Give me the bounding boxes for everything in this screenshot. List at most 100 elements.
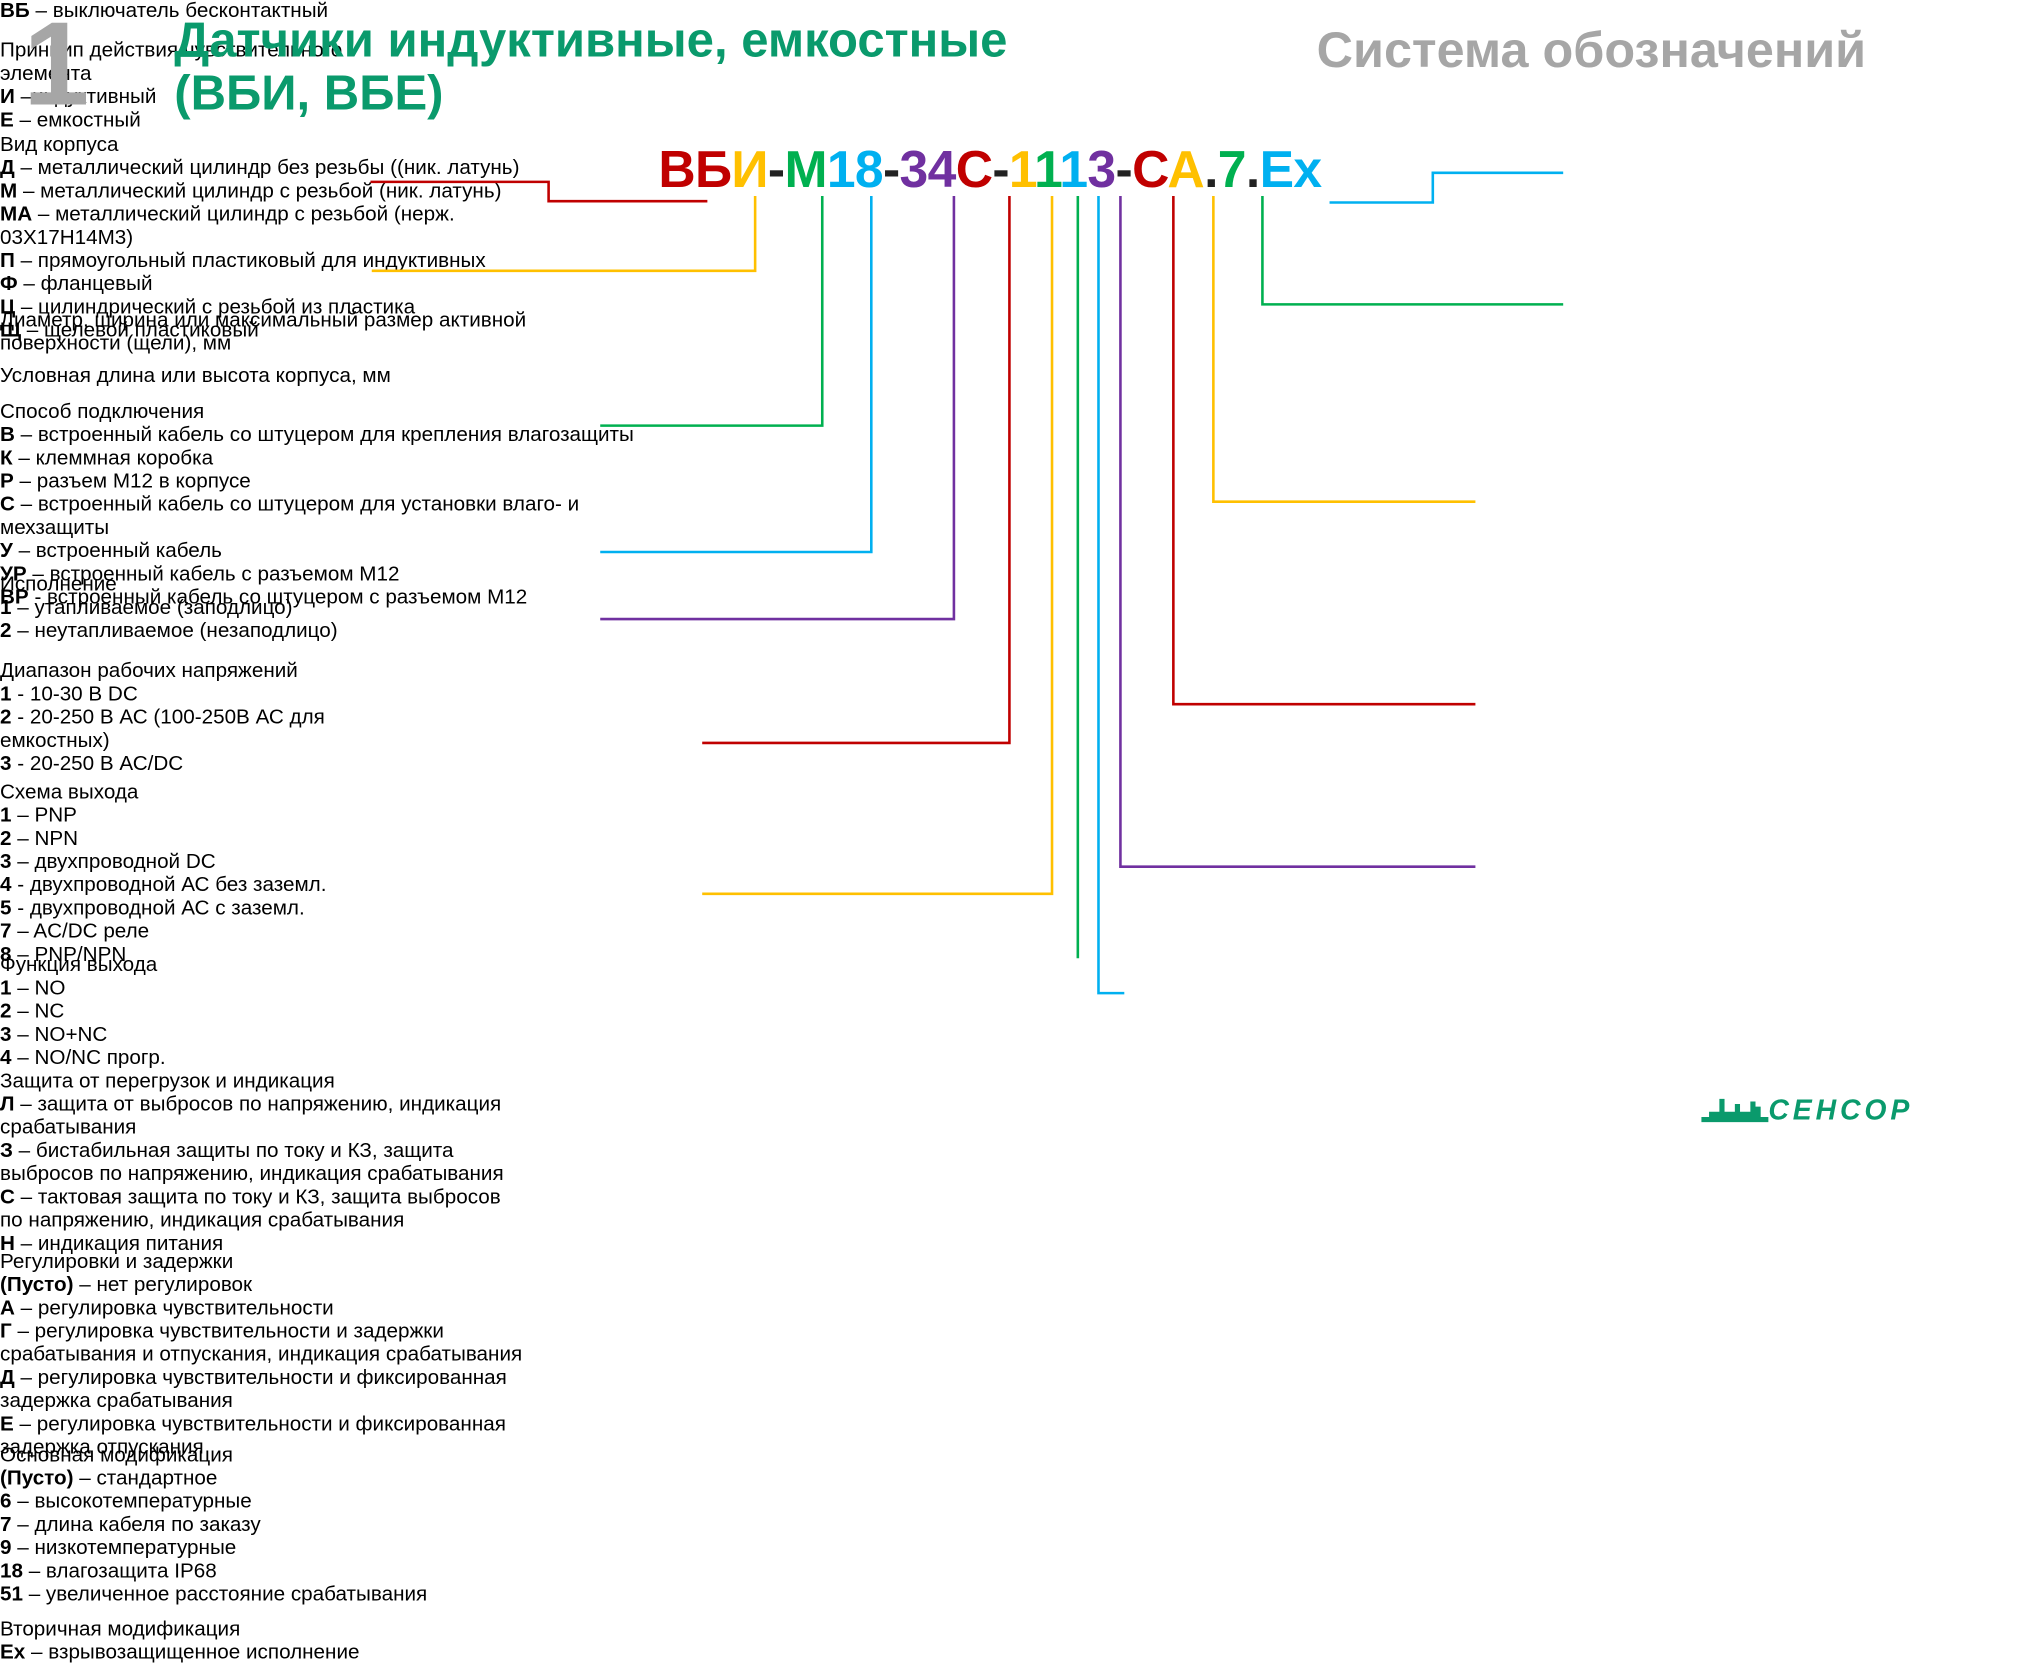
box-item: Ц – цилиндрический с резьбой из пластика: [0, 297, 576, 320]
item-text: – NO+NC: [11, 1024, 108, 1047]
item-key: И: [0, 86, 15, 109]
connector: [1097, 196, 1125, 995]
legend-box: Вид корпуса Д – металлический цилиндр без…: [0, 134, 576, 342]
item-text: – двухпроводной DC: [11, 851, 216, 874]
item-text: – регулировка чувствительности: [14, 1297, 334, 1320]
item-key: 3: [0, 1024, 12, 1047]
box-title: Вид корпуса: [0, 134, 119, 157]
item-text: – нет регулировок: [73, 1274, 253, 1297]
item-key: ВБ: [0, 0, 30, 22]
item-text: – встроенный кабель со штуцером для креп…: [14, 424, 634, 447]
box-title: Основная модификация: [0, 1444, 233, 1467]
box-item: Ex – взрывозащищенное исполнение: [0, 1642, 440, 1665]
box-item: (Пусто) – стандартное: [0, 1468, 440, 1491]
item-key: У: [0, 540, 13, 563]
box-title: Регулировки и задержки: [0, 1251, 234, 1274]
item-key: (Пусто): [0, 1467, 74, 1490]
box-item: 2 – NPN: [0, 828, 341, 851]
legend-box: Диапазон рабочих напряжений 1 - 10-30 В D…: [0, 660, 422, 781]
item-text: – металлический цилиндр без резьбы ((ник…: [14, 157, 520, 180]
item-key: З: [0, 1140, 13, 1163]
box-item: С – тактовая защита по току и КЗ, защита…: [0, 1187, 528, 1233]
item-text: – NO/NC прогр.: [11, 1047, 166, 1070]
box-item: 7 – длина кабеля по заказу: [0, 1514, 440, 1537]
item-key: Л: [0, 1093, 15, 1116]
item-text: – NO: [11, 977, 66, 1000]
item-key: Е: [0, 1413, 14, 1436]
code-segment: 1: [1008, 141, 1035, 199]
box-item: Д – регулировка чувствительности и фикси…: [0, 1367, 528, 1413]
legend-box: Регулировки и задержки (Пусто) – нет регу…: [0, 1251, 528, 1459]
code-segment: 3: [1087, 141, 1116, 199]
connector: [1172, 196, 1476, 706]
code-segment: -: [767, 141, 785, 199]
item-key: 4: [0, 874, 12, 897]
item-key: В: [0, 424, 15, 447]
code-segment: С: [955, 141, 993, 199]
legend-box: Основная модификация (Пусто) – стандартно…: [0, 1445, 440, 1619]
box-item: В – встроенный кабель со штуцером для кр…: [0, 424, 678, 447]
box-item: А – регулировка чувствительности: [0, 1298, 528, 1321]
box-item: К – клеммная коробка: [0, 448, 678, 471]
legend-box: Способ подключения В – встроенный кабель …: [0, 401, 678, 609]
item-key: М: [0, 180, 18, 203]
box-title: Схема выхода: [0, 781, 139, 804]
code-segment: -: [882, 141, 900, 199]
item-text: – клеммная коробка: [12, 447, 214, 470]
box-item: 6 – высокотемпературные: [0, 1491, 440, 1514]
item-text: – тактовая защита по току и КЗ, защита в…: [0, 1186, 501, 1232]
code-segment: И: [731, 141, 768, 199]
item-text: – регулировка чувствительности и задержк…: [0, 1320, 523, 1366]
legend-box: Диаметр, ширина или максимальный размер …: [0, 310, 576, 365]
code-segment: 18: [826, 141, 884, 199]
item-text: - встроенный кабель со штуцером с разъем…: [28, 586, 528, 609]
box-item: 9 – низкотемпературные: [0, 1537, 440, 1560]
box-item: ВР - встроенный кабель со штуцером с раз…: [0, 587, 678, 610]
code-segment: -: [1115, 141, 1133, 199]
legend-box: Принцип действия чувствительного элемент…: [0, 40, 347, 134]
logo-text: СЕНСОР: [1768, 1093, 1914, 1126]
item-key: Д: [0, 157, 15, 180]
item-text: – NC: [11, 1000, 65, 1023]
item-text: – неутапливаемое (незаподлицо): [11, 620, 338, 643]
box-item: П – прямоугольный пластиковый для индукт…: [0, 250, 576, 273]
item-key: 51: [0, 1583, 23, 1606]
box-item: (Пусто) – нет регулировок: [0, 1274, 528, 1297]
item-text: – встроенный кабель с разъемом М12: [26, 563, 400, 586]
box-item: 51 – увеличенное расстояние срабатывания: [0, 1584, 440, 1607]
item-text: – AC/DC реле: [11, 920, 150, 943]
box-item: МА – металлический цилиндр с резьбой (не…: [0, 204, 576, 250]
designation-code: ВБИ-М18-34С-1113-СА.7.Ex: [658, 141, 1323, 200]
box-item: 7 – AC/DC реле: [0, 921, 341, 944]
box-item: 5 - двухпроводной АС с заземл.: [0, 898, 341, 921]
item-text: – металлический цилиндр с резьбой (нерж.…: [0, 203, 455, 249]
item-text: – высокотемпературные: [11, 1490, 252, 1513]
item-key: С: [0, 493, 15, 516]
item-text: - 10-30 В DC: [11, 683, 138, 706]
item-text: - 20-250 В АС (100-250В АС для емкостных…: [0, 706, 325, 752]
item-key: ВР: [0, 586, 29, 609]
item-key: К: [0, 447, 13, 470]
subtitle: Система обозначений: [1316, 23, 1867, 79]
box-item: 1 – утапливаемое (заподлицо): [0, 597, 678, 620]
item-text: – встроенный кабель: [12, 540, 222, 563]
connectors: [370, 171, 1564, 995]
code-segment: -: [992, 141, 1009, 199]
item-text: – низкотемпературные: [11, 1537, 237, 1560]
logo-icon: [1701, 1098, 1769, 1123]
item-key: 3: [0, 851, 12, 874]
item-key: Ex: [0, 1641, 26, 1664]
code-segment: С: [1132, 141, 1168, 199]
box-title: Принцип действия чувствительного элемент…: [0, 39, 343, 86]
box-item: М – металлический цилиндр с резьбой (ник…: [0, 181, 576, 204]
item-key: Р: [0, 470, 14, 493]
code-segment: Ex: [1259, 141, 1323, 199]
item-key: 1: [0, 683, 12, 706]
box-title: Способ подключения: [0, 401, 205, 424]
box-item: Е – емкостный: [0, 110, 347, 133]
code-segment: 1: [1034, 141, 1060, 199]
connector: [600, 196, 956, 621]
box-item: 1 – PNP: [0, 805, 341, 828]
slide: 1 Датчики индуктивные, емкостные (ВБИ, В…: [0, 0, 1914, 1664]
item-key: 18: [0, 1560, 23, 1583]
